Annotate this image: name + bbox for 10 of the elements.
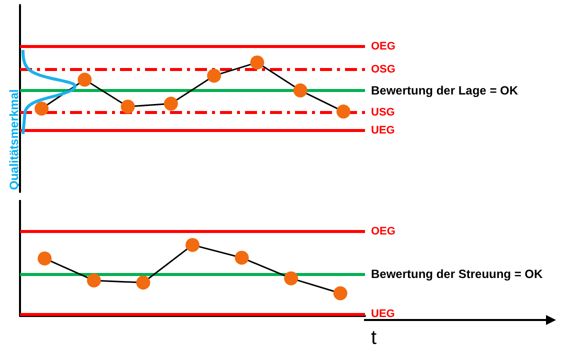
ref-line-label: Bewertung der Streuung = OK	[371, 267, 544, 282]
y-axis-title: Qualitätsmerkmal	[7, 89, 21, 190]
ref-line-label: OSG	[371, 63, 396, 76]
ref-line-label: Bewertung der Lage = OK	[371, 83, 518, 98]
ref-line-label: OEG	[371, 225, 396, 238]
ref-line-label: UEG	[371, 124, 395, 137]
x-axis-title: t	[371, 327, 377, 348]
ref-line-label: USG	[371, 106, 395, 118]
ref-line-label: UEG	[371, 308, 395, 320]
ref-line-label: OEG	[371, 40, 396, 52]
